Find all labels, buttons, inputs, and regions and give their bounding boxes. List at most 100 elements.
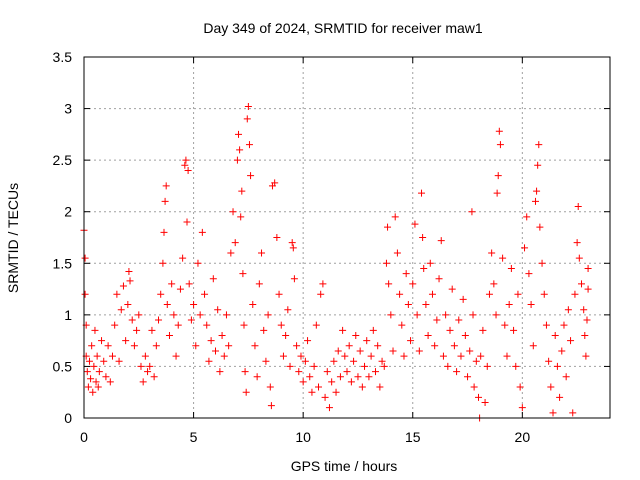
data-point [111, 321, 119, 329]
data-point [540, 290, 548, 298]
data-point [102, 373, 110, 381]
data-point [245, 141, 253, 149]
data-point [277, 321, 285, 329]
data-point [455, 316, 463, 324]
data-point [483, 362, 491, 370]
data-point [470, 383, 478, 391]
data-point [83, 368, 91, 376]
data-point [231, 239, 239, 247]
data-point [113, 290, 121, 298]
data-point [533, 187, 541, 195]
data-point [255, 280, 263, 288]
data-point [135, 311, 143, 319]
data-point [581, 331, 589, 339]
data-point [181, 161, 189, 169]
data-point [92, 378, 100, 386]
data-point [584, 264, 592, 272]
data-point [464, 373, 472, 381]
data-point [426, 259, 434, 267]
data-point [437, 237, 445, 245]
data-point [84, 383, 92, 391]
data-point [350, 357, 358, 365]
data-point [433, 316, 441, 324]
data-point [144, 368, 152, 376]
data-point [505, 301, 513, 309]
data-point [323, 368, 331, 376]
data-point [117, 306, 125, 314]
data-point [137, 362, 145, 370]
data-point [477, 352, 485, 360]
data-point [538, 259, 546, 267]
data-point [119, 282, 127, 290]
data-point [428, 290, 436, 298]
data-point [236, 146, 244, 154]
data-point [545, 357, 553, 365]
data-point [271, 179, 279, 187]
data-point [244, 103, 252, 111]
data-point [332, 388, 340, 396]
data-point [240, 321, 248, 329]
data-point [393, 249, 401, 257]
data-point [179, 254, 187, 262]
data-point [168, 280, 176, 288]
data-point [345, 342, 353, 350]
data-point [190, 301, 198, 309]
data-point [450, 342, 458, 350]
data-point [229, 208, 237, 216]
data-point [321, 393, 329, 401]
data-point [304, 337, 312, 345]
data-point [258, 249, 266, 257]
data-point [472, 357, 480, 365]
data-point [288, 239, 296, 247]
data-point [91, 326, 99, 334]
data-point [227, 249, 235, 257]
data-point [558, 347, 566, 355]
data-point [380, 362, 388, 370]
data-point [163, 301, 171, 309]
data-point [161, 197, 169, 205]
data-point [493, 189, 501, 197]
data-point [141, 352, 149, 360]
data-point [124, 301, 132, 309]
data-point [583, 316, 591, 324]
data-point [317, 290, 325, 298]
data-point [315, 383, 323, 391]
data-point [446, 326, 454, 334]
data-point [203, 321, 211, 329]
data-point [238, 187, 246, 195]
data-point [374, 342, 382, 350]
data-point [150, 373, 158, 381]
data-point [218, 331, 226, 339]
data-point [194, 259, 202, 267]
data-point [573, 239, 581, 247]
data-point [239, 270, 247, 278]
data-point [553, 362, 561, 370]
grid [84, 57, 610, 418]
data-point [330, 357, 338, 365]
y-tick-label: 2.5 [53, 152, 73, 168]
data-point [420, 264, 428, 272]
data-point [564, 306, 572, 314]
data-point [523, 213, 531, 221]
data-point [275, 290, 283, 298]
data-point [367, 352, 375, 360]
data-point [301, 357, 309, 365]
data-point [466, 347, 474, 355]
data-point [155, 316, 163, 324]
data-point [415, 347, 423, 355]
data-point [547, 383, 555, 391]
data-point [152, 342, 160, 350]
data-point [347, 378, 355, 386]
data-point [551, 331, 559, 339]
data-point [490, 280, 498, 288]
data-point [262, 357, 270, 365]
data-point [94, 383, 102, 391]
data-point [536, 223, 544, 231]
data-point [222, 311, 230, 319]
data-point [574, 203, 582, 211]
data-point [115, 357, 123, 365]
data-point [439, 352, 447, 360]
data-point [419, 234, 427, 241]
data-point [512, 362, 520, 370]
